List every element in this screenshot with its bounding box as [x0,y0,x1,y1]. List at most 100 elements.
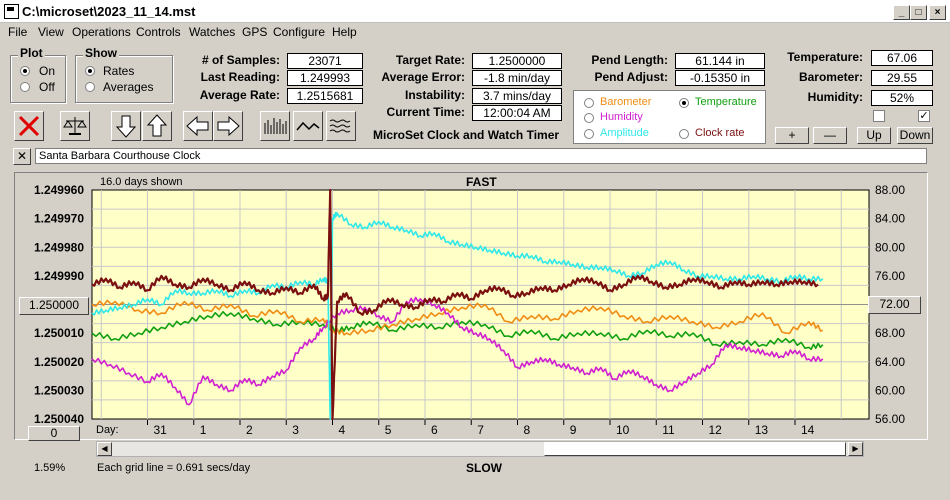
scroll-right-button[interactable] [213,111,243,141]
humidity-value: 52% [871,90,933,106]
app-icon[interactable] [4,4,19,19]
arrow-right-icon [217,115,240,137]
balance-scale-icon [63,117,87,135]
right-tick-label: 56.00 [875,412,905,426]
barometer-radio[interactable] [584,98,594,108]
arrow-up-icon [146,114,168,137]
close-window-button[interactable]: × [929,5,946,20]
series-line-clock-rate [91,188,819,421]
right-tick-label: 76.00 [875,269,905,283]
last-reading-value: 1.249993 [287,70,363,86]
instability-label: Instability: [404,88,465,102]
scroll-left-button[interactable] [183,111,213,141]
humidity-radio[interactable] [584,113,594,123]
current-time-value: 12:00:04 AM [472,105,562,121]
center-rate-button[interactable]: 1.250000 [19,297,89,315]
right-tick-label: 84.00 [875,212,905,226]
minus-button[interactable]: — [813,127,847,144]
horizontal-scrollbar[interactable]: ◀ ▶ [96,441,864,457]
scroll-left-arrow-icon[interactable]: ◀ [97,442,112,456]
show-rates-radio[interactable] [85,66,95,76]
average-rate-label: Average Rate: [199,88,280,102]
show-averages-radio[interactable] [85,82,95,92]
left-tick-label: 1.250040 [34,412,84,426]
menu-file[interactable]: File [8,25,28,39]
series-line-humidity [91,296,824,406]
shift-up-button[interactable] [142,111,172,141]
humidity-series-label: Humidity [600,111,643,123]
plot-off-radio[interactable] [20,82,30,92]
menu-operations[interactable]: Operations [72,25,131,39]
pend-length-value: 61.144 in [675,53,765,69]
menu-controls[interactable]: Controls [136,25,181,39]
scrollbar-thumb[interactable] [544,442,846,456]
clock-name-input[interactable]: Santa Barbara Courthouse Clock [35,148,927,164]
title-bar: C:\microset\2023_11_14.mst _ □ × [0,0,950,23]
menu-help[interactable]: Help [332,25,357,39]
arrow-left-icon [186,115,209,137]
raw-data-view-button[interactable] [260,111,290,141]
slow-label: SLOW [466,461,502,475]
day-tick-label: 4 [339,423,346,437]
left-tick-label: 1.250010 [34,326,84,340]
series-lines [91,188,824,421]
left-tick-label: 1.249980 [34,240,84,254]
left-tick-label: 1.250020 [34,355,84,369]
samples-label: # of Samples: [201,53,280,67]
checkbox-2[interactable]: ✓ [918,110,930,122]
average-rate-value: 1.2515681 [287,88,363,104]
days-shown: 16.0 days shown [100,176,183,188]
series-line-temperature [91,310,824,351]
smooth-view-button[interactable] [293,111,323,141]
plus-button[interactable]: + [775,127,809,144]
checkbox-1[interactable] [873,110,885,122]
series-selector: Barometer Temperature Humidity Amplitude… [573,90,766,144]
stop-button[interactable] [14,111,44,141]
fast-label: FAST [466,175,497,189]
amplitude-series-label: Amplitude [600,127,649,139]
menu-watches[interactable]: Watches [189,25,236,39]
down-button[interactable]: Down [897,127,933,144]
up-button[interactable]: Up [857,127,891,144]
stop-x-icon [18,115,40,137]
center-right-button[interactable]: 72.00 [868,296,921,314]
menu-view[interactable]: View [38,25,64,39]
amplitude-radio[interactable] [584,129,594,139]
humidity-label: Humidity: [807,90,863,104]
menu-configure[interactable]: Configure [273,25,326,39]
left-tick-label: 1.250030 [34,383,84,397]
left-tick-label: 1.249970 [34,212,84,226]
menu-gps[interactable]: GPS [242,25,268,39]
temperature-label: Temperature: [787,50,863,64]
average-error-value: -1.8 min/day [472,70,562,86]
offset-zero-button[interactable]: 0 [28,426,80,441]
instability-value: 3.7 mins/day [472,88,562,104]
temperature-radio[interactable] [679,98,689,108]
close-clock-button[interactable]: ✕ [13,148,31,165]
ripple-view-button[interactable] [326,111,356,141]
day-tick-label: 14 [801,423,815,437]
last-reading-label: Last Reading: [200,70,280,84]
target-rate-input[interactable]: 1.2500000 [472,53,562,69]
maximize-button[interactable]: □ [910,5,927,20]
barometer-series-label: Barometer [600,96,652,108]
percent-readout: 1.59% [34,462,66,474]
day-tick-label: 10 [616,423,630,437]
menu-bar: File View Operations Controls Watches GP… [0,23,950,41]
clock-rate-radio[interactable] [679,129,689,139]
series-line-amplitude [91,211,824,420]
balance-button[interactable] [60,111,90,141]
day-tick-label: 13 [755,423,769,437]
series-line-barometer [91,299,824,336]
wave-icon [296,121,320,131]
grid-lines [92,190,869,419]
day-tick-label: 6 [431,423,438,437]
scroll-right-arrow-icon[interactable]: ▶ [848,442,863,456]
pend-adjust-value: -0.15350 in [675,70,765,86]
plot-group-title: Plot [18,46,45,60]
minimize-button[interactable]: _ [893,5,910,20]
target-rate-label: Target Rate: [395,53,465,67]
plot-on-radio[interactable] [20,66,30,76]
shift-down-button[interactable] [111,111,141,141]
